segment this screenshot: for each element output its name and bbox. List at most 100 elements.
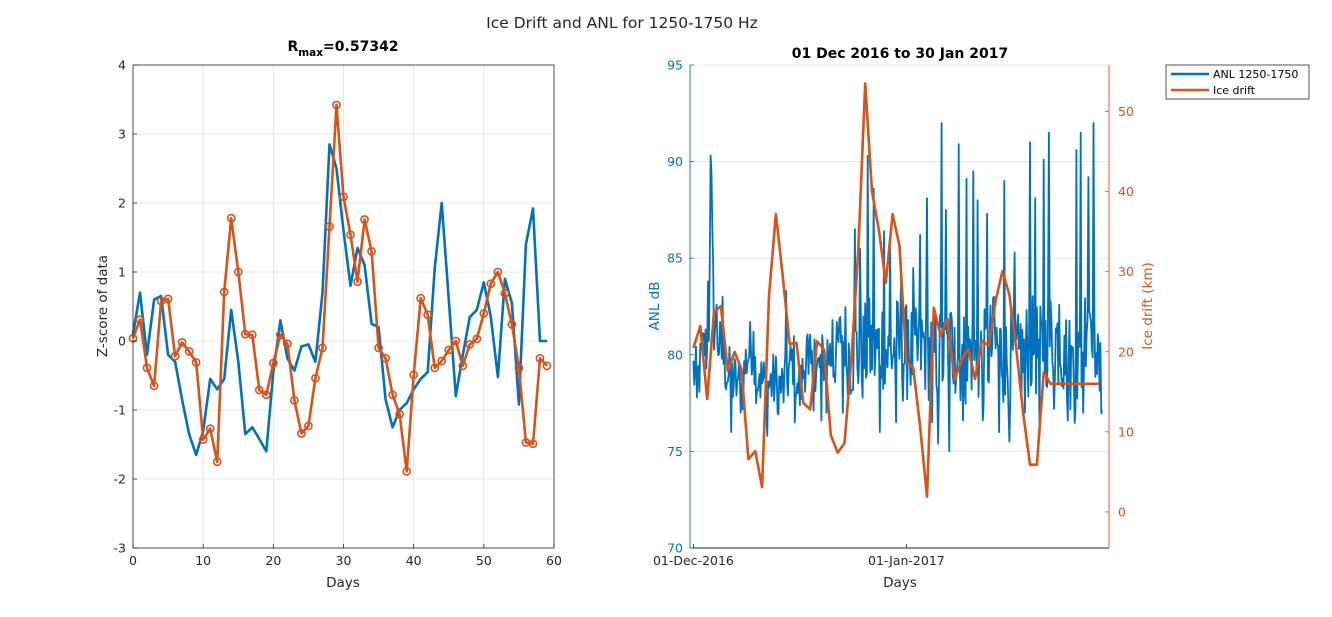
- left-series-marker: [500, 288, 510, 298]
- left-series-marker: [184, 346, 194, 356]
- left-xlabel: Days: [326, 575, 360, 591]
- right-xtick-label: 01-Dec-2016: [653, 553, 734, 568]
- left-series-marker: [451, 336, 461, 346]
- left-ytick-label: 3: [118, 127, 126, 142]
- left-series-marker: [311, 373, 320, 383]
- left-series-marker: [226, 213, 236, 223]
- left-series-marker: [514, 363, 524, 373]
- left-series-marker: [268, 358, 278, 368]
- right-chart-title: 01 Dec 2016 to 30 Jan 2017: [792, 46, 1009, 62]
- ice-drift-series-line: [692, 82, 1099, 499]
- left-series-marker: [142, 363, 152, 373]
- right-axes: [689, 65, 1110, 549]
- legend-box: [1165, 64, 1310, 100]
- right-ytick-right-label: 50: [1118, 104, 1134, 119]
- right-ticks: 70 75 80 85 90 95 0 10 20 30 40 50 01-Dec-2016 01-Jan…: [653, 58, 1134, 569]
- left-series-marker: [388, 390, 398, 400]
- left-xtick-label: 20: [265, 553, 281, 568]
- left-chart: 0 10 20 30 40 50 60 -3 -2 -1 0 1 2 3 4 Rmax=0.57342 Da…: [95, 39, 562, 591]
- anl-series-line: [692, 122, 1103, 453]
- left-series-marker: [402, 467, 412, 476]
- right-plot-area: [690, 65, 1109, 548]
- right-chart: 70 75 80 85 90 95 0 10 20 30 40 50 01-Dec-2016 01-Jan…: [647, 46, 1156, 591]
- left-series-marker: [191, 357, 201, 367]
- left-series-marker: [430, 363, 440, 373]
- left-series-marker: [465, 340, 475, 349]
- left-series-marker: [528, 439, 538, 449]
- left-series-marker: [423, 310, 433, 320]
- right-ytick-right-label: 40: [1118, 184, 1134, 199]
- left-series-marker: [289, 395, 299, 405]
- left-series-marker: [472, 334, 482, 344]
- left-series-marker: [304, 421, 313, 431]
- left-series-marker: [212, 457, 222, 467]
- right-ytick-left-label: 90: [667, 154, 683, 169]
- right-ylabel-left: ANL dB: [647, 282, 663, 331]
- left-series-marker: [275, 330, 285, 340]
- left-ylabel: Z-score of data: [95, 255, 111, 357]
- left-series-marker: [261, 390, 271, 400]
- left-series-marker: [205, 424, 215, 434]
- left-series-marker: [219, 287, 229, 297]
- left-xtick-label: 60: [546, 553, 562, 568]
- right-ytick-right-label: 10: [1118, 424, 1134, 439]
- right-ytick-left-label: 75: [667, 444, 683, 459]
- right-ytick-left-label: 85: [667, 251, 683, 266]
- left-series-marker: [507, 320, 517, 329]
- left-series-marker: [296, 429, 306, 438]
- left-series-marker: [416, 293, 426, 303]
- right-ytick-right-label: 20: [1118, 344, 1134, 359]
- right-ylabel-right: Ice drift (km): [1140, 262, 1156, 349]
- left-ytick-label: -3: [114, 541, 126, 556]
- left-series-marker: [486, 279, 496, 289]
- right-xlabel: Days: [883, 575, 917, 591]
- left-series-marker: [233, 267, 243, 277]
- right-ytick-right-label: 30: [1118, 264, 1134, 279]
- left-series-marker: [458, 361, 468, 371]
- legend-label-anl: ANL 1250-1750: [1213, 68, 1298, 81]
- left-title-r: R: [287, 39, 298, 55]
- left-series-marker: [325, 222, 334, 231]
- left-series-marker: [339, 192, 348, 202]
- right-series: [692, 82, 1103, 499]
- left-ytick-label: 2: [118, 196, 126, 211]
- left-series-marker: [177, 337, 187, 347]
- left-ytick-label: -2: [114, 472, 126, 487]
- left-series-marker: [170, 351, 180, 361]
- left-xtick-label: 50: [476, 553, 492, 568]
- left-title-value: =0.57342: [323, 39, 399, 55]
- left-series-marker: [346, 230, 355, 240]
- left-xtick-label: 0: [129, 553, 137, 568]
- left-ytick-label: -1: [114, 403, 126, 418]
- left-series: [128, 100, 552, 476]
- left-series-marker: [135, 315, 145, 325]
- left-ticks: 0 10 20 30 40 50 60 -3 -2 -1 0 1 2 3 4: [114, 58, 562, 569]
- left-series-marker: [332, 100, 341, 110]
- left-xtick-label: 10: [195, 553, 211, 568]
- left-ytick-label: 4: [118, 58, 126, 73]
- left-series-marker: [149, 381, 159, 391]
- left-xtick-label: 40: [406, 553, 422, 568]
- left-series-marker: [282, 339, 292, 349]
- left-series-line-orange: [131, 103, 548, 473]
- left-series-marker: [493, 267, 503, 277]
- left-series-marker: [318, 343, 327, 353]
- right-ytick-left-label: 70: [667, 541, 683, 556]
- left-series-marker: [542, 361, 552, 371]
- left-series-marker: [374, 343, 383, 353]
- right-ytick-right-label: 0: [1118, 504, 1126, 519]
- left-title-sub: max: [298, 47, 323, 59]
- left-series-marker: [360, 215, 369, 224]
- left-series-marker: [395, 409, 405, 419]
- legend-label-ice: Ice drift: [1213, 84, 1256, 97]
- left-series-marker: [198, 435, 208, 445]
- left-series-marker: [444, 345, 454, 355]
- left-series-marker: [535, 353, 545, 363]
- left-series-marker: [254, 385, 264, 395]
- left-series-marker: [353, 277, 362, 287]
- left-series-marker: [367, 246, 376, 256]
- right-ytick-left-label: 80: [667, 347, 683, 362]
- right-ytick-left-label: 95: [667, 58, 683, 73]
- left-series-marker: [409, 370, 419, 380]
